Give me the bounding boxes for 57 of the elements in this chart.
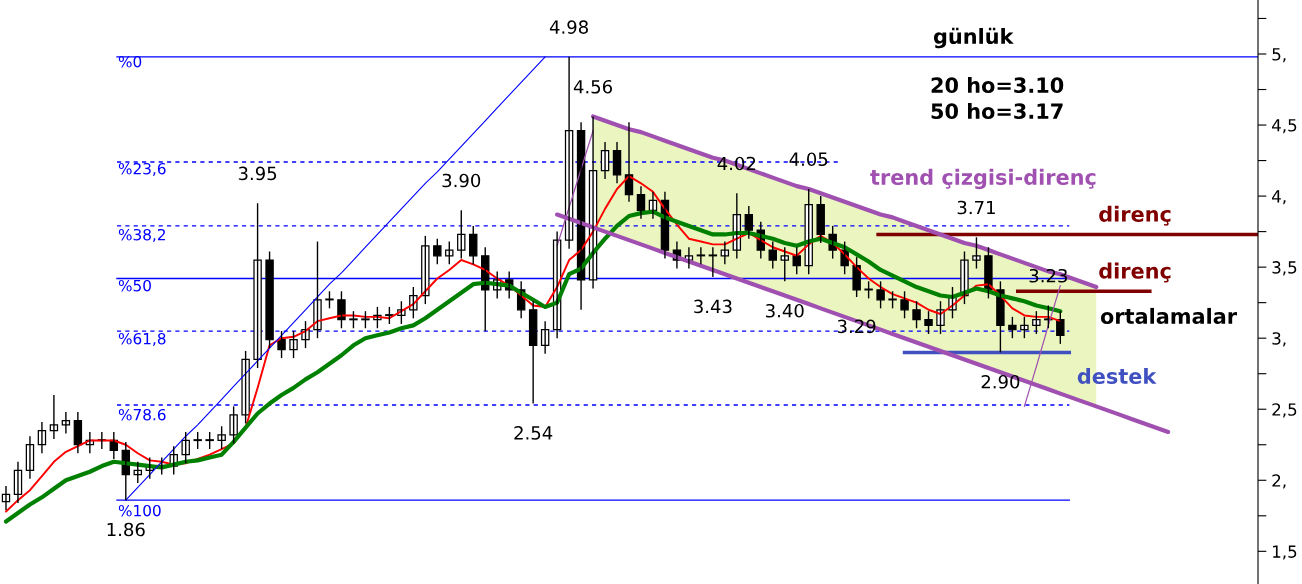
annotation: 3.95 bbox=[238, 166, 277, 181]
annotation: 4.05 bbox=[789, 152, 828, 167]
candlestick bbox=[421, 235, 430, 305]
annotation: 3.71 bbox=[957, 200, 995, 215]
text: günlük bbox=[933, 27, 1014, 49]
ref-line-label: direnç bbox=[1099, 262, 1171, 283]
candlestick bbox=[445, 240, 454, 265]
annotation: 2.54 bbox=[514, 426, 553, 440]
annotation: %23,6 bbox=[118, 162, 166, 176]
annotation: %0 bbox=[118, 55, 142, 68]
line-series bbox=[1023, 284, 1061, 408]
y-tick-label: 2,5 bbox=[1272, 403, 1297, 418]
annotation: 3.40 bbox=[766, 303, 804, 318]
candlestick bbox=[241, 350, 250, 425]
annotation: 1.86 bbox=[107, 522, 145, 537]
candlestick bbox=[229, 405, 238, 445]
candlestick bbox=[1056, 310, 1065, 345]
candlestick bbox=[816, 195, 825, 244]
annotation: %50 bbox=[118, 279, 151, 292]
annotation: 2.90 bbox=[981, 374, 1020, 389]
candlestick bbox=[780, 246, 789, 283]
candlestick bbox=[457, 209, 466, 260]
annotation: 20 ho=3.10 bbox=[931, 76, 1064, 94]
y-tick-label: 3,5 bbox=[1272, 261, 1297, 276]
y-tick-label: 1,5 bbox=[1273, 545, 1297, 560]
ref-line-label: direnç bbox=[1099, 205, 1171, 226]
candlestick bbox=[217, 425, 226, 450]
annotation: %78.6 bbox=[118, 408, 166, 421]
y-tick-label: 4,5 bbox=[1272, 119, 1297, 134]
ref-line-label: destek bbox=[1077, 367, 1157, 385]
annotation: %100 bbox=[118, 504, 161, 517]
annotation: 4.56 bbox=[573, 79, 613, 94]
y-tick-label: 3, bbox=[1272, 332, 1286, 347]
annotation: 50 ho=3.17 bbox=[931, 102, 1063, 120]
candlestick bbox=[876, 280, 885, 310]
candlestick bbox=[265, 250, 274, 349]
y-tick-label: 5, bbox=[1272, 48, 1286, 63]
candlestick bbox=[924, 310, 933, 335]
candlestick bbox=[852, 256, 861, 298]
annotation: 3.90 bbox=[442, 173, 481, 188]
annotation: 3.43 bbox=[694, 299, 732, 314]
candlestick bbox=[253, 202, 262, 369]
y-tick-label: 2, bbox=[1272, 474, 1286, 489]
candlestick bbox=[1032, 310, 1041, 335]
candlestick bbox=[433, 238, 442, 265]
annotation: %61,8 bbox=[118, 332, 166, 346]
candlestick bbox=[912, 300, 921, 329]
candlestick bbox=[289, 330, 298, 359]
annotation: %38,2 bbox=[118, 228, 165, 242]
candlestick bbox=[181, 431, 190, 464]
candlestick bbox=[972, 236, 981, 270]
annotation: ortalamalar bbox=[1100, 307, 1237, 325]
y-tick-label: 4, bbox=[1272, 190, 1286, 205]
annotation: 3.29 bbox=[837, 319, 876, 334]
candlestick bbox=[792, 246, 801, 275]
annotation: 4.98 bbox=[549, 20, 588, 34]
annotation: trend çizgisi-direnç bbox=[870, 168, 1096, 190]
